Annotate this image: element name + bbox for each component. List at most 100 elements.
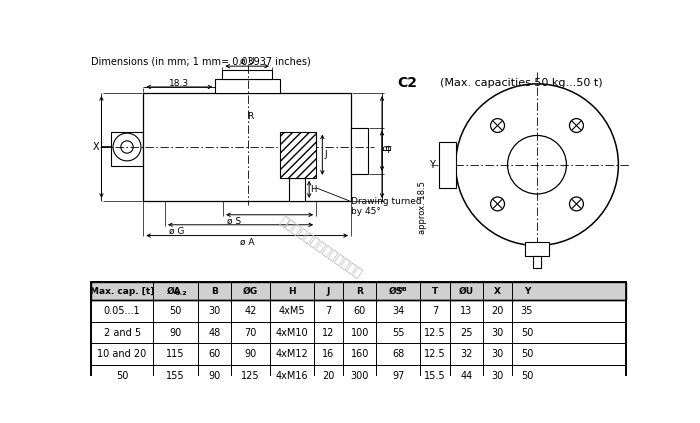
Text: R: R (248, 112, 254, 121)
Text: ø A: ø A (240, 237, 254, 246)
Text: 90: 90 (244, 349, 257, 359)
Text: H8: H8 (398, 287, 407, 292)
Text: 18.3: 18.3 (169, 79, 190, 88)
Bar (280, 132, 316, 178)
Circle shape (121, 141, 133, 153)
Text: 60: 60 (354, 306, 366, 316)
Text: 34: 34 (392, 306, 405, 316)
Text: 12: 12 (322, 327, 335, 338)
Text: T: T (432, 286, 438, 296)
Text: H: H (288, 286, 295, 296)
Circle shape (570, 118, 583, 132)
Text: 50: 50 (521, 371, 533, 381)
Text: (Max. capacities 50 kg...50 t): (Max. capacities 50 kg...50 t) (440, 78, 603, 88)
Text: 30: 30 (491, 327, 503, 338)
Text: 48: 48 (209, 327, 221, 338)
Bar (92, 282, 626, 387)
Bar (289, 178, 304, 201)
Text: J: J (325, 150, 328, 159)
Bar (223, 70, 272, 79)
Text: Dimensions (in mm; 1 mm= 0.03937 inches): Dimensions (in mm; 1 mm= 0.03937 inches) (92, 57, 311, 67)
Circle shape (113, 133, 141, 161)
Text: 12.5: 12.5 (424, 327, 446, 338)
Text: 42: 42 (244, 306, 257, 316)
Text: 16: 16 (323, 349, 335, 359)
Text: 90: 90 (169, 327, 182, 338)
Text: 50: 50 (521, 349, 533, 359)
Text: 13: 13 (460, 306, 473, 316)
Text: Y: Y (524, 286, 530, 296)
Text: 12.5: 12.5 (424, 349, 446, 359)
Text: 30: 30 (491, 371, 503, 381)
Text: R: R (356, 286, 363, 296)
Text: 55: 55 (392, 327, 405, 338)
Text: 0.05...1: 0.05...1 (104, 306, 141, 316)
Text: Y: Y (429, 160, 435, 170)
Text: H: H (310, 185, 316, 194)
Circle shape (570, 197, 583, 211)
Bar (439, 142, 456, 188)
Text: Max. cap. [t]: Max. cap. [t] (90, 286, 154, 296)
Text: ØG: ØG (243, 286, 258, 296)
Bar (526, 242, 549, 255)
Bar (92, 282, 626, 300)
Text: ø S: ø S (227, 217, 241, 225)
Text: 15.5: 15.5 (424, 371, 446, 381)
Text: 97: 97 (392, 371, 405, 381)
Bar (144, 93, 351, 201)
Text: 44: 44 (460, 371, 473, 381)
Text: C2: C2 (398, 76, 417, 90)
Text: 2 and 5: 2 and 5 (104, 327, 141, 338)
Circle shape (491, 197, 505, 211)
Bar (92, 282, 626, 387)
Text: -0.2: -0.2 (174, 291, 187, 296)
Text: 100: 100 (351, 327, 369, 338)
Text: 60: 60 (209, 349, 221, 359)
Text: ø G: ø G (169, 226, 184, 236)
Text: X: X (494, 286, 501, 296)
Text: 4xM5: 4xM5 (279, 306, 305, 316)
Text: 160: 160 (351, 349, 369, 359)
Text: J: J (327, 286, 330, 296)
Text: 68: 68 (392, 349, 405, 359)
Circle shape (456, 84, 618, 246)
Text: 广州众鑫自动化科技有限公司: 广州众鑫自动化科技有限公司 (276, 214, 364, 280)
Text: 115: 115 (167, 349, 185, 359)
Text: 35: 35 (521, 306, 533, 316)
Circle shape (491, 118, 505, 132)
Text: 30: 30 (209, 306, 221, 316)
Text: 90: 90 (209, 371, 221, 381)
Bar (111, 132, 144, 166)
Text: B: B (211, 286, 218, 296)
Text: Drawing turned
by 45°: Drawing turned by 45° (351, 197, 421, 217)
Text: ØS: ØS (389, 287, 403, 296)
Text: 4xM10: 4xM10 (276, 327, 308, 338)
Text: 155: 155 (167, 371, 185, 381)
Text: 25: 25 (460, 327, 473, 338)
Circle shape (508, 135, 566, 194)
Text: 125: 125 (241, 371, 260, 381)
Text: 7: 7 (326, 306, 332, 316)
Text: 4xM16: 4xM16 (276, 371, 308, 381)
Text: 70: 70 (244, 327, 257, 338)
Text: ØU: ØU (458, 286, 474, 296)
Text: 50: 50 (169, 306, 182, 316)
Bar (351, 128, 368, 174)
Text: 10 and 20: 10 and 20 (97, 349, 147, 359)
Text: 300: 300 (351, 371, 369, 381)
Text: 32: 32 (460, 349, 473, 359)
Text: ØA: ØA (167, 287, 181, 296)
Text: 7: 7 (432, 306, 438, 316)
Bar (533, 255, 541, 268)
Text: 50: 50 (521, 327, 533, 338)
Text: ø U: ø U (239, 57, 255, 66)
Text: 50: 50 (116, 371, 128, 381)
Text: X: X (92, 142, 99, 152)
Bar (216, 79, 280, 93)
Text: B: B (383, 144, 393, 151)
Text: 20: 20 (491, 306, 504, 316)
Text: approx. 18.5: approx. 18.5 (418, 181, 427, 233)
Text: T: T (385, 146, 390, 155)
Text: 30: 30 (491, 349, 503, 359)
Text: 4xM12: 4xM12 (276, 349, 308, 359)
